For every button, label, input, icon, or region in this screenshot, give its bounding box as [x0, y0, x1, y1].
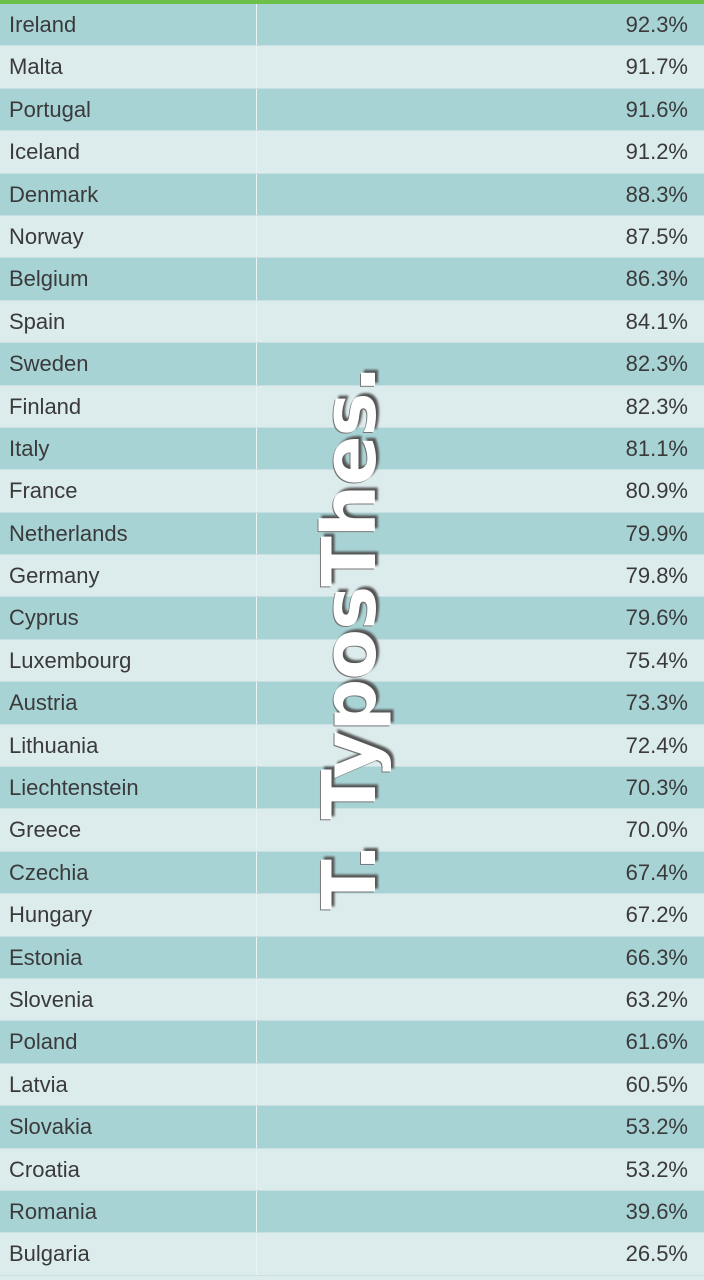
value-cell: 88.3%	[625, 181, 688, 207]
country-cell: Cyprus	[9, 605, 79, 631]
country-cell: Slovenia	[9, 986, 94, 1012]
country-cell: Iceland	[9, 139, 80, 165]
country-cell: Lithuania	[9, 732, 99, 758]
table-row: France 80.9%	[0, 470, 704, 513]
table-row: Austria 73.3%	[0, 682, 704, 725]
table-row: Netherlands 79.9%	[0, 512, 704, 556]
table-row: Malta 91.7%	[0, 46, 704, 89]
table-row: Greece 70.0%	[0, 809, 704, 852]
table-row: Estonia 66.3%	[0, 936, 704, 979]
country-cell: Estonia	[9, 944, 83, 970]
country-cell: Malta	[9, 54, 63, 80]
country-cell: Latvia	[9, 1071, 68, 1097]
table-row: Italy 81.1%	[0, 427, 704, 471]
value-cell: 91.2%	[625, 139, 688, 165]
value-cell: 79.6%	[625, 605, 688, 631]
value-cell: 72.4%	[625, 732, 688, 758]
table-row: Slovenia 63.2%	[0, 978, 704, 1022]
value-cell: 91.7%	[625, 54, 688, 80]
table-row: Belgium 86.3%	[0, 258, 704, 301]
value-cell: 53.2%	[625, 1156, 688, 1182]
value-cell: 92.3%	[625, 12, 688, 37]
country-cell: Greece	[9, 817, 82, 843]
value-cell: 79.9%	[625, 520, 688, 546]
country-cell: Austria	[9, 690, 78, 716]
country-cell: Finland	[9, 393, 82, 419]
value-cell: 67.4%	[625, 859, 688, 885]
table-row: Portugal 91.6%	[0, 88, 704, 132]
table-row: Iceland 91.2%	[0, 131, 704, 174]
country-cell: Poland	[9, 1029, 78, 1055]
table-row: Liechtenstein 70.3%	[0, 767, 704, 810]
country-cell: Bulgaria	[9, 1241, 90, 1267]
table-row: Sweden 82.3%	[0, 343, 704, 386]
table-row: Spain 84.1%	[0, 300, 704, 344]
table-row: Cyprus 79.6%	[0, 597, 704, 640]
header-bar	[0, 0, 704, 4]
value-cell: 82.3%	[625, 351, 688, 377]
table-row: Denmark 88.3%	[0, 173, 704, 216]
table-row: Latvia 60.5%	[0, 1063, 704, 1107]
table-row: Hungary 67.2%	[0, 894, 704, 937]
country-cell: Luxembourg	[9, 647, 132, 673]
country-cell: Liechtenstein	[9, 775, 139, 801]
country-cell: Romania	[9, 1198, 98, 1224]
value-cell: 82.3%	[625, 393, 688, 419]
country-cell: Germany	[9, 563, 100, 589]
value-cell: 70.3%	[625, 775, 688, 801]
table-row: Romania 39.6%	[0, 1190, 704, 1234]
value-cell: 60.5%	[625, 1071, 688, 1097]
country-cell: Sweden	[9, 351, 89, 377]
value-cell: 67.2%	[625, 902, 688, 928]
table-row: Slovakia 53.2%	[0, 1106, 704, 1149]
watermark: T. TyposThes.	[307, 366, 393, 910]
value-cell: 26.5%	[625, 1241, 688, 1267]
table-row: Poland 61.6%	[0, 1021, 704, 1064]
value-cell: 87.5%	[625, 223, 688, 249]
value-cell: 70.0%	[625, 817, 688, 843]
table-row: Czechia 67.4%	[0, 851, 704, 895]
country-cell: Ireland	[9, 12, 77, 37]
table-row: Bulgaria 26.5%	[0, 1233, 704, 1276]
country-cell: Belgium	[9, 266, 89, 292]
country-cell: Czechia	[9, 859, 89, 885]
country-cell: Italy	[9, 435, 50, 461]
table: Ireland 92.3% Malta 91.7% Portugal 91.6% Icela…	[0, 4, 704, 1276]
table-row: Germany 79.8%	[0, 555, 704, 598]
value-cell: 63.2%	[625, 986, 688, 1012]
country-cell: Spain	[9, 308, 66, 334]
table-row: Norway 87.5%	[0, 215, 704, 259]
value-cell: 84.1%	[625, 308, 688, 334]
value-cell: 80.9%	[625, 478, 688, 504]
value-cell: 66.3%	[625, 944, 688, 970]
value-cell: 86.3%	[625, 266, 688, 292]
country-cell: Portugal	[9, 96, 91, 122]
value-cell: 53.2%	[625, 1114, 688, 1140]
value-cell: 81.1%	[625, 435, 688, 461]
table-row: Croatia 53.2%	[0, 1148, 704, 1191]
table-row: Finland 82.3%	[0, 385, 704, 428]
country-cell: France	[9, 478, 78, 504]
value-cell: 91.6%	[625, 96, 688, 122]
value-cell: 75.4%	[625, 647, 688, 673]
country-cell: Croatia	[9, 1156, 80, 1182]
country-cell: Norway	[9, 223, 84, 249]
value-cell: 79.8%	[625, 563, 688, 589]
country-cell: Denmark	[9, 181, 99, 207]
country-cell: Hungary	[9, 902, 93, 928]
value-cell: 61.6%	[625, 1029, 688, 1055]
country-cell: Slovakia	[9, 1114, 93, 1140]
value-cell: 73.3%	[625, 690, 688, 716]
table-row: Lithuania 72.4%	[0, 724, 704, 768]
table-row: Ireland 92.3%	[0, 4, 704, 47]
value-cell: 39.6%	[625, 1198, 688, 1224]
table-row: Luxembourg 75.4%	[0, 639, 704, 683]
country-cell: Netherlands	[9, 520, 128, 546]
